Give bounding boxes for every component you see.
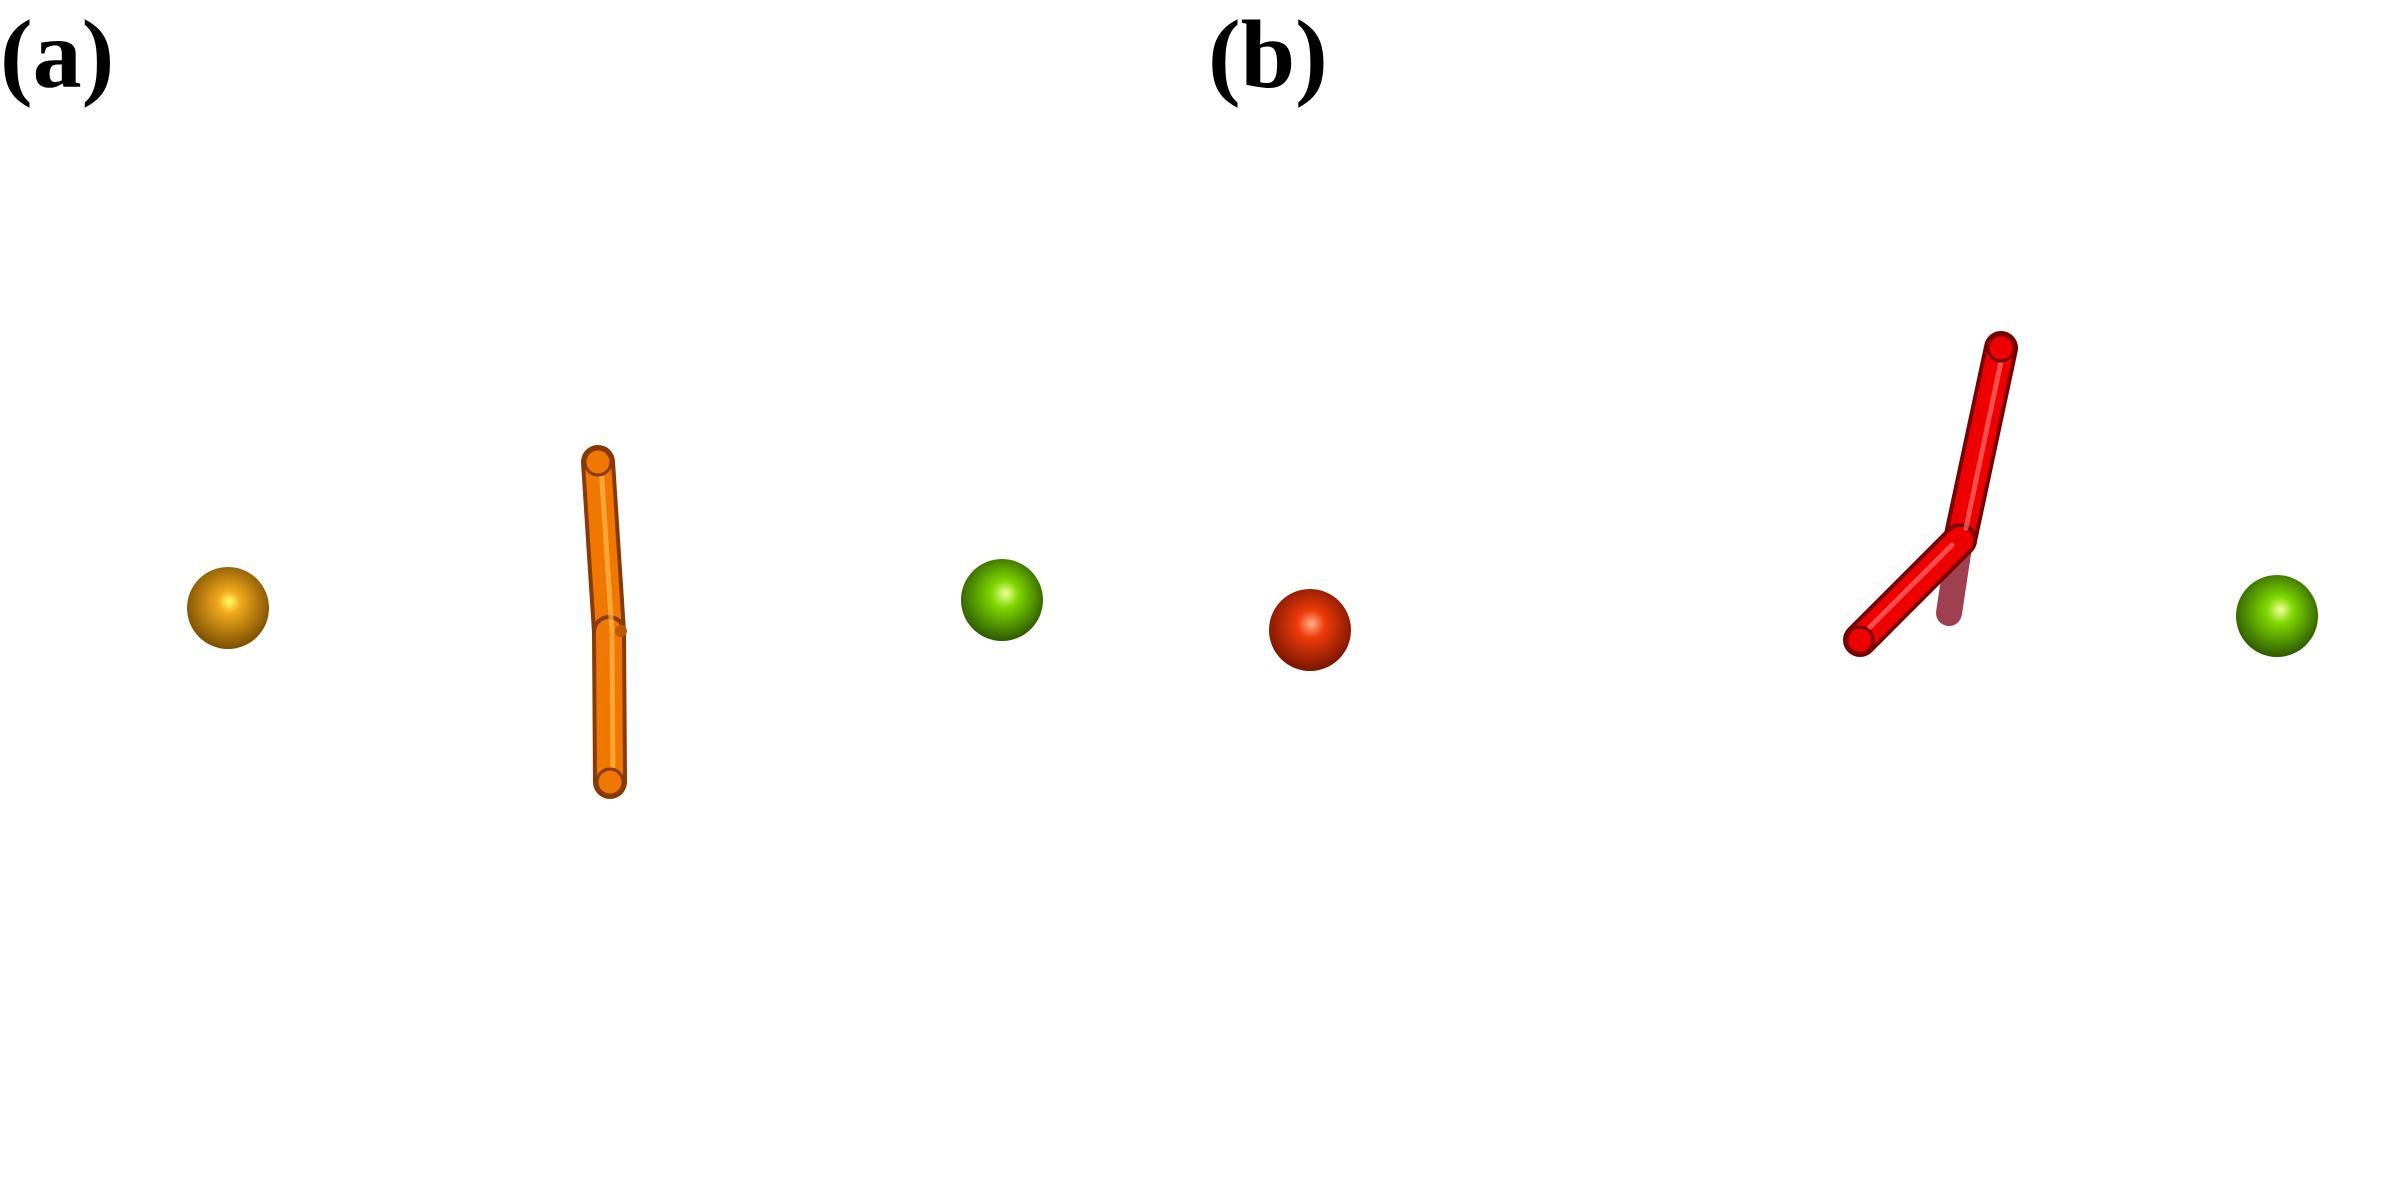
atom-b-left <box>1269 589 1351 671</box>
panel-label-b: (b) <box>1208 1 1328 109</box>
panel-label-a: (a) <box>0 1 115 109</box>
ligand-b-bond-highlight <box>1963 349 2006 531</box>
ligand-b-bond-highlight <box>1859 542 1955 638</box>
ligand-a-end-bottom <box>595 767 625 797</box>
ligand-b-bond-upper <box>1947 335 2014 553</box>
atom-b-right <box>2236 575 2318 657</box>
ligand-a-joint <box>615 625 627 637</box>
ligand-b-end-top <box>1986 333 2016 363</box>
panel-a <box>187 445 1043 799</box>
ligand-b-end-left <box>1845 625 1875 655</box>
ligand-a-end-top <box>583 447 613 477</box>
ligand-a-bond-upper <box>585 449 622 645</box>
atom-a-left <box>187 567 269 649</box>
panel-b <box>1269 331 2318 671</box>
ligand-a-bond-lower <box>596 619 623 795</box>
ligand-b <box>1843 331 2018 657</box>
ligand-a <box>581 445 627 799</box>
atom-a-right <box>961 559 1043 641</box>
ligand-a-bond-highlight <box>609 633 616 781</box>
ligand-a-bond-highlight <box>598 463 615 635</box>
